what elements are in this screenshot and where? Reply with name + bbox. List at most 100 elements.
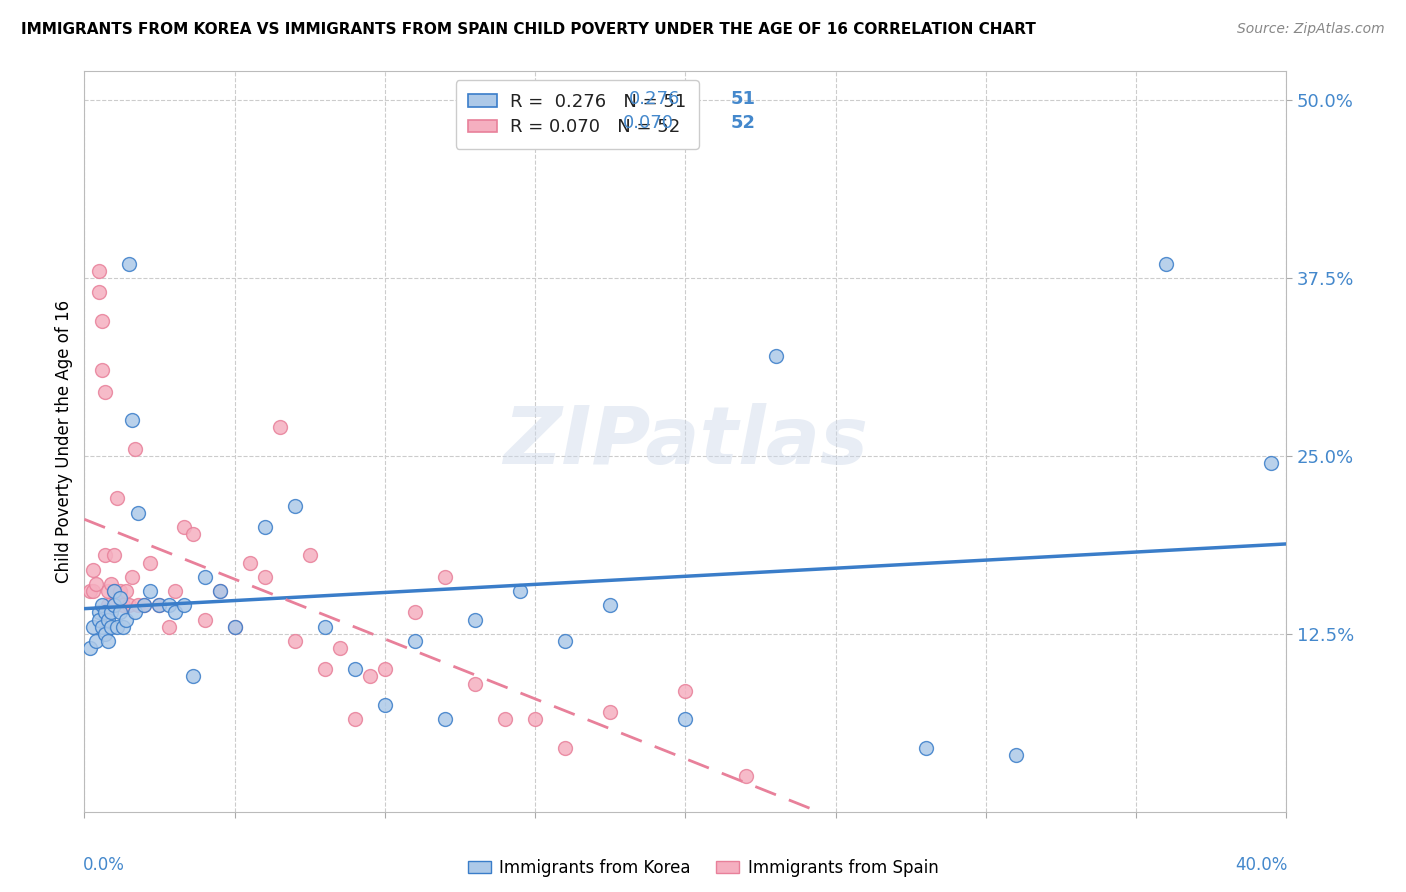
- Point: [100, 577, 122, 591]
- Point: [139, 584, 162, 599]
- Point: [343, 712, 366, 726]
- Point: [194, 613, 217, 627]
- Point: [103, 599, 125, 613]
- Point: [118, 256, 141, 270]
- Point: [134, 599, 156, 613]
- Point: [103, 549, 125, 563]
- Point: [112, 599, 135, 613]
- Point: [599, 599, 621, 613]
- Point: [163, 584, 186, 599]
- Point: [97, 584, 120, 599]
- Point: [675, 683, 697, 698]
- Point: [374, 698, 396, 712]
- Point: [284, 499, 307, 513]
- Point: [89, 263, 111, 277]
- Point: [127, 506, 149, 520]
- Point: [115, 613, 138, 627]
- Text: ZIPatlas: ZIPatlas: [503, 402, 868, 481]
- Point: [124, 442, 146, 456]
- Text: IMMIGRANTS FROM KOREA VS IMMIGRANTS FROM SPAIN CHILD POVERTY UNDER THE AGE OF 16: IMMIGRANTS FROM KOREA VS IMMIGRANTS FROM…: [21, 22, 1036, 37]
- Point: [253, 570, 276, 584]
- Point: [139, 556, 162, 570]
- Point: [110, 591, 132, 606]
- Point: [94, 626, 117, 640]
- Point: [329, 640, 352, 655]
- Point: [110, 606, 132, 620]
- Point: [86, 577, 108, 591]
- Point: [91, 599, 114, 613]
- Text: 40.0%: 40.0%: [1236, 856, 1288, 874]
- Point: [269, 420, 291, 434]
- Point: [181, 527, 204, 541]
- Point: [404, 633, 426, 648]
- Point: [86, 633, 108, 648]
- Point: [148, 599, 170, 613]
- Point: [163, 606, 186, 620]
- Text: 52: 52: [731, 113, 756, 132]
- Text: 0.276: 0.276: [628, 90, 681, 108]
- Point: [112, 619, 135, 633]
- Legend: R =  0.276   N = 51, R = 0.070   N = 52: R = 0.276 N = 51, R = 0.070 N = 52: [456, 80, 699, 149]
- Point: [1005, 747, 1028, 762]
- Point: [224, 619, 246, 633]
- Point: [239, 556, 262, 570]
- Point: [208, 584, 231, 599]
- Point: [314, 619, 336, 633]
- Point: [464, 613, 486, 627]
- Point: [100, 606, 122, 620]
- Point: [121, 570, 143, 584]
- Point: [79, 584, 101, 599]
- Point: [110, 584, 132, 599]
- Point: [97, 599, 120, 613]
- Point: [359, 669, 381, 683]
- Point: [134, 599, 156, 613]
- Point: [107, 619, 129, 633]
- Point: [91, 363, 114, 377]
- Point: [599, 705, 621, 719]
- Point: [675, 712, 697, 726]
- Point: [404, 606, 426, 620]
- Point: [103, 584, 125, 599]
- Point: [89, 606, 111, 620]
- Point: [298, 549, 321, 563]
- Point: [127, 599, 149, 613]
- Point: [509, 584, 531, 599]
- Point: [765, 349, 787, 363]
- Point: [734, 769, 756, 783]
- Point: [157, 599, 180, 613]
- Point: [173, 599, 195, 613]
- Point: [94, 606, 117, 620]
- Y-axis label: Child Poverty Under the Age of 16: Child Poverty Under the Age of 16: [55, 300, 73, 583]
- Point: [97, 613, 120, 627]
- Point: [915, 740, 938, 755]
- Point: [89, 613, 111, 627]
- Text: Source: ZipAtlas.com: Source: ZipAtlas.com: [1237, 22, 1385, 37]
- Point: [157, 619, 180, 633]
- Point: [194, 570, 217, 584]
- Point: [82, 619, 104, 633]
- Point: [494, 712, 516, 726]
- Point: [107, 491, 129, 506]
- Point: [554, 633, 576, 648]
- Point: [124, 606, 146, 620]
- Point: [91, 313, 114, 327]
- Point: [208, 584, 231, 599]
- Point: [524, 712, 547, 726]
- Text: 0.070: 0.070: [623, 113, 673, 132]
- Point: [253, 520, 276, 534]
- Point: [434, 570, 457, 584]
- Point: [173, 520, 195, 534]
- Text: 51: 51: [731, 90, 756, 108]
- Point: [103, 584, 125, 599]
- Point: [100, 619, 122, 633]
- Point: [89, 285, 111, 299]
- Text: 0.0%: 0.0%: [83, 856, 125, 874]
- Point: [82, 584, 104, 599]
- Point: [94, 549, 117, 563]
- Point: [224, 619, 246, 633]
- Point: [115, 584, 138, 599]
- Point: [121, 413, 143, 427]
- Point: [82, 563, 104, 577]
- Point: [91, 619, 114, 633]
- Point: [343, 662, 366, 676]
